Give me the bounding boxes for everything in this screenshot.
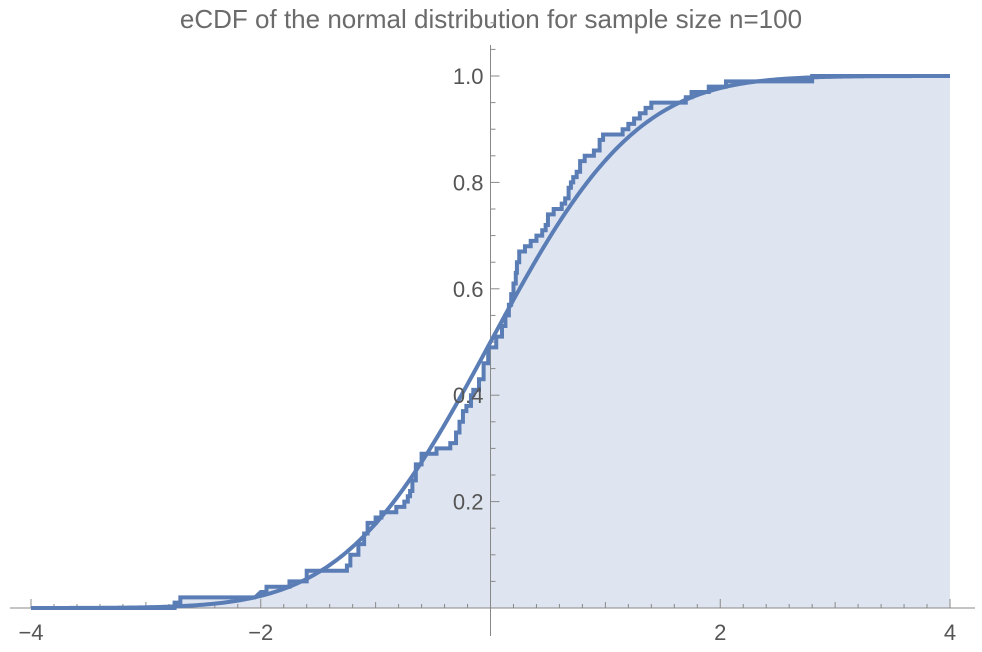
x-tick-label: 4 [944,620,956,645]
y-tick-label: 0.8 [453,170,484,195]
y-tick-label: 0.2 [453,490,484,515]
normal-cdf-curve [31,74,950,610]
y-tick-label: 0.6 [453,277,484,302]
y-tick-label: 1.0 [453,64,484,89]
ecdf-area-fill [31,76,950,608]
chart-title: eCDF of the normal distribution for samp… [179,4,803,34]
tick-labels: −4 −2 2 4 0.2 0.4 0.6 0.8 1.0 [18,64,956,645]
x-tick-label: 2 [714,620,726,645]
x-tick-label: −4 [18,620,43,645]
x-tick-label: −2 [248,620,273,645]
y-tick-label: 0.4 [453,383,484,408]
